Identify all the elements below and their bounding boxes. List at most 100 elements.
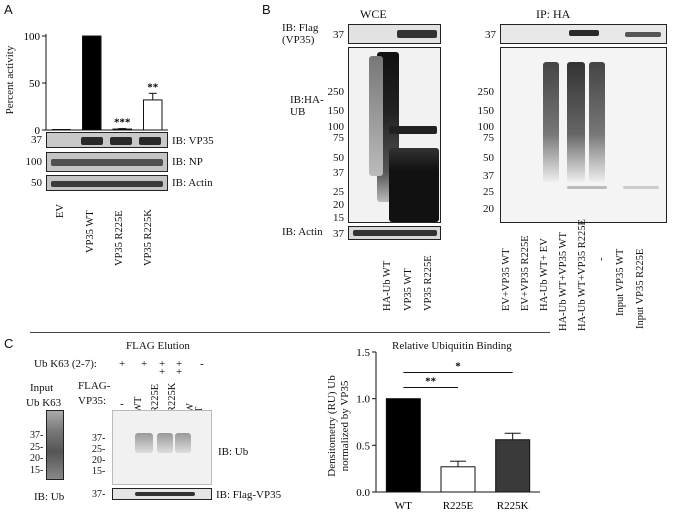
chart-c-title: Relative Ubiquitin Binding	[392, 340, 512, 352]
lane-label-b: -	[596, 257, 607, 262]
mw-marker: 20	[333, 199, 344, 211]
lane-label-b: HA-Ub WT+ EV	[539, 238, 550, 311]
wce-actin-blot	[348, 226, 441, 240]
ub-k63-sign: -	[200, 358, 204, 370]
input-mw: 37-	[30, 430, 44, 441]
mw-marker: 75	[333, 132, 344, 144]
flag-vp35-label-line2: (VP35)	[282, 34, 315, 46]
mw-marker: 50	[483, 152, 494, 164]
mw-marker: 250	[327, 86, 345, 98]
panel-a-ylabel: Percent activity	[4, 45, 16, 115]
lane-label-a: VP35 R225K	[143, 209, 154, 266]
y-tick-label: 50	[29, 78, 41, 90]
y-tick-label: 0.5	[356, 440, 370, 452]
flag-lane: R225E	[150, 383, 161, 413]
mw-marker: 37	[485, 29, 496, 41]
elution-mw: 25-	[92, 444, 106, 455]
chart-c-ylabel: Densitometry (RU) Ub normalized by VP35	[320, 360, 351, 500]
lane-label-a: EV	[55, 204, 66, 218]
input-mw: 25-	[30, 442, 44, 453]
mw-marker: 100	[25, 156, 43, 168]
significance-label: *	[455, 361, 461, 373]
wce-flag-blot	[348, 24, 441, 44]
significance-label: **	[425, 375, 437, 387]
mw-marker: 250	[477, 86, 495, 98]
input-label-line1: Input	[30, 382, 54, 394]
lane-label-b: HA-Ub WT+VP35 R225E	[577, 219, 588, 331]
ip-flag-blot	[500, 24, 667, 44]
ub-k63-sign: +	[176, 358, 183, 370]
y-tick-label: 100	[24, 31, 41, 43]
blot-np-a	[46, 152, 168, 172]
y-tick-label: 1.5	[356, 347, 370, 359]
mw-marker: 37	[483, 170, 494, 182]
lane-label-b: HA-Ub WT	[382, 260, 393, 311]
input-mw: 15-	[30, 465, 44, 476]
mw-marker: 20	[483, 203, 494, 215]
ip-haub-blot	[500, 47, 667, 223]
mw-marker: 15	[333, 212, 344, 224]
blot-actin-a	[46, 175, 168, 191]
lane-label-a: VP35 WT	[85, 210, 96, 253]
ib-ub-right: IB: Ub	[218, 446, 249, 458]
mw-marker: 25	[333, 186, 344, 198]
panel-b-letter: B	[262, 2, 271, 17]
ha-ub-label: IB:HA- UB	[290, 94, 324, 118]
ip-title: IP: HA	[536, 7, 571, 21]
x-tick-label: R225K	[497, 500, 529, 512]
ha-ub-label-line2: UB	[290, 106, 306, 118]
ub-k63-label: Ub K63 (2-7):	[34, 358, 97, 370]
mw-marker: 37	[31, 134, 42, 146]
flag-elution-title: FLAG Elution	[126, 340, 190, 352]
mw-marker: 25	[483, 186, 494, 198]
mw-marker: 37	[333, 228, 344, 240]
y-tick-label: 0	[35, 125, 41, 135]
bar	[143, 99, 163, 131]
mw-marker: 100	[327, 121, 345, 133]
input-label: Input Ub K63	[26, 382, 61, 409]
lane-label-b: EV+VP35 WT	[501, 248, 512, 311]
flag-vp35-lane-label: FLAG- VP35:	[78, 380, 110, 407]
elution-mw: 37-	[92, 433, 106, 444]
y-tick-label: 1.0	[356, 394, 370, 406]
panel-a-letter: A	[4, 2, 13, 17]
mw-marker: 37	[333, 29, 344, 41]
ub-k63-sign: +	[159, 358, 166, 370]
input-mw: 20-	[30, 453, 44, 464]
elution-flag-mw: 37-	[92, 489, 106, 500]
lane-label-b: VP35 WT	[403, 268, 414, 311]
lane-label-b: Input VP35 R225E	[635, 248, 646, 329]
input-label-line2: Ub K63	[26, 397, 62, 409]
ub-k63-sign: +	[141, 358, 148, 370]
relative-ubiquitin-binding-chart: 0.00.51.01.5WT R225E R225K***	[356, 347, 540, 512]
lane-label-b: Input VP35 WT	[615, 248, 626, 316]
mw-marker: 37	[333, 167, 344, 179]
blot-vp35-a	[46, 132, 168, 148]
ub-k63-sign: +	[176, 366, 183, 378]
elution-mw: 20-	[92, 455, 106, 466]
blot-label-actin: IB: Actin	[172, 177, 213, 189]
mw-marker: 75	[483, 132, 494, 144]
lane-label-a: VP35 R225E	[114, 210, 125, 266]
y-tick-label: 0.0	[356, 487, 370, 499]
chart-c-ylabel-line1: Densitometry (RU) Ub	[326, 375, 338, 477]
ub-k63-sign: +	[119, 358, 126, 370]
elution-mw: 15-	[92, 466, 106, 477]
panel-divider	[30, 332, 550, 333]
bar	[495, 439, 531, 493]
flag-vp35-lane-label-line1: FLAG-	[78, 380, 111, 392]
wce-title: WCE	[360, 7, 387, 21]
bar	[440, 466, 476, 493]
flag-vp35-label-line1: IB: Flag	[282, 22, 319, 34]
mw-marker: 150	[327, 105, 345, 117]
flag-lane: R225K	[167, 382, 178, 413]
lane-label-b: VP35 R225E	[423, 255, 434, 311]
x-tick-label: R225E	[443, 500, 474, 512]
input-ub-blot	[46, 410, 64, 480]
elution-flag-blot	[112, 488, 212, 500]
bar	[385, 398, 421, 493]
blot-label-vp35: IB: VP35	[172, 135, 214, 147]
mw-marker: 50	[333, 152, 344, 164]
lane-label-b: EV+VP35 R225E	[520, 235, 531, 311]
